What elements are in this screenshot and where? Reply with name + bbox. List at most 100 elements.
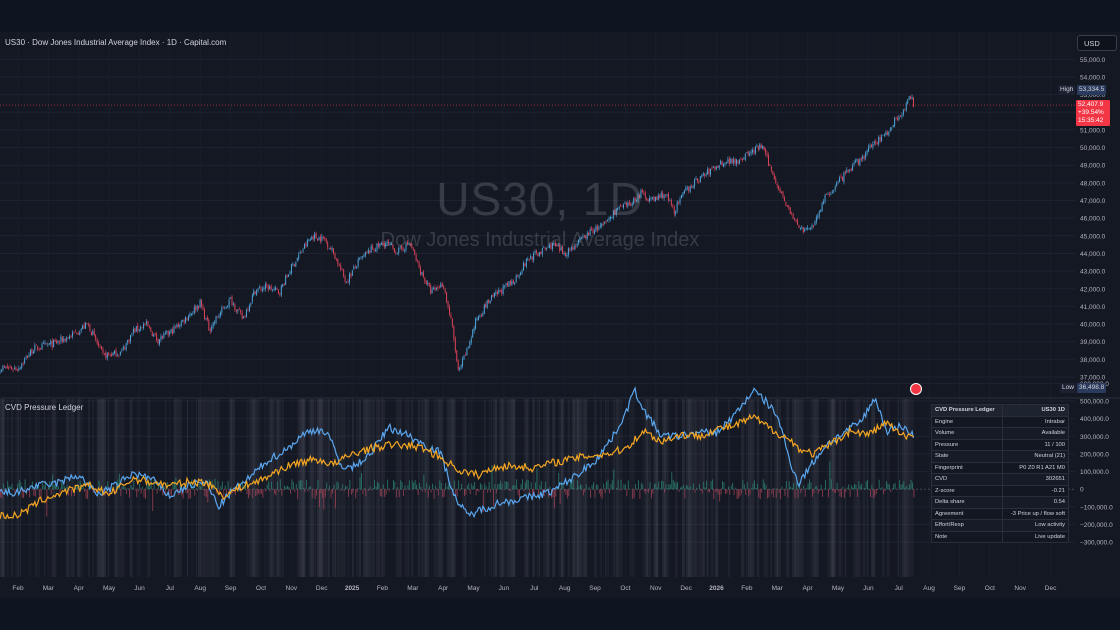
pressure-strip — [246, 399, 248, 577]
candle-body — [863, 156, 865, 159]
delta-bar — [421, 489, 423, 492]
delta-bar — [118, 473, 120, 490]
delta-bar — [484, 483, 486, 490]
event-flag-icon[interactable] — [910, 383, 922, 395]
candle-body — [141, 327, 143, 329]
candle-body — [225, 307, 227, 309]
candle-body — [305, 243, 307, 246]
delta-bar — [600, 489, 602, 497]
delta-bar — [256, 489, 258, 496]
candle-body — [414, 250, 416, 255]
candle-body — [118, 354, 120, 356]
candle-body — [885, 131, 887, 135]
ledger-row: Fingerprint P0 Z0 R1 A21 M0 — [930, 461, 1069, 474]
delta-bar — [324, 489, 326, 498]
candle-body — [77, 333, 79, 335]
pressure-strip — [495, 399, 497, 577]
delta-bar — [114, 489, 116, 495]
candle-body — [312, 236, 314, 240]
delta-bar — [182, 489, 184, 499]
candle-body — [844, 171, 846, 174]
candle-body — [727, 159, 729, 163]
candle-body — [380, 243, 382, 245]
candle-body — [135, 326, 137, 332]
delta-bar — [681, 486, 683, 490]
x-tick-label: May — [832, 585, 845, 592]
x-tick-label: Dec — [680, 585, 692, 592]
x-tick-label: Mar — [43, 585, 55, 592]
currency-button[interactable]: USD — [1077, 35, 1117, 51]
delta-bar — [839, 489, 841, 497]
delta-bar — [253, 488, 255, 490]
candle-body — [3, 365, 5, 368]
price-y-tick: 45,000.0 — [1080, 233, 1106, 240]
candle-body — [657, 195, 659, 200]
candle-body — [534, 251, 536, 254]
pressure-strip — [319, 399, 324, 577]
delta-bar — [471, 483, 473, 490]
price-y-tick: 47,000.0 — [1080, 198, 1106, 205]
candle-body — [749, 153, 751, 156]
delta-bar — [491, 465, 493, 490]
delta-bar — [743, 484, 745, 490]
candle-body — [360, 257, 362, 259]
candle-body — [509, 280, 511, 285]
candle-body — [821, 202, 823, 212]
delta-bar — [355, 489, 357, 499]
pressure-strip — [770, 399, 773, 577]
candle-body — [911, 97, 913, 99]
candle-body — [537, 253, 539, 256]
candle-body — [754, 146, 756, 154]
candle-body — [701, 175, 703, 177]
candle-body — [151, 332, 153, 336]
delta-bar — [356, 489, 358, 493]
delta-bar — [568, 489, 570, 496]
candle-body — [551, 243, 553, 250]
delta-bar — [20, 482, 22, 490]
delta-bar — [616, 487, 618, 490]
candle-body — [289, 272, 291, 275]
candle-body — [698, 181, 700, 183]
candle-body — [522, 262, 524, 271]
delta-bar — [513, 484, 515, 490]
delta-bar — [606, 481, 607, 490]
candle-body — [580, 237, 582, 239]
pressure-strip — [17, 399, 20, 577]
pressure-strip — [101, 399, 106, 577]
delta-bar — [462, 488, 464, 490]
candle-body — [614, 210, 616, 215]
candle-body — [5, 366, 7, 368]
candle-body — [810, 228, 812, 230]
pressure-strip — [352, 399, 354, 577]
candle-body — [277, 290, 279, 294]
candle-body — [254, 291, 256, 295]
ledger-label: Volume — [930, 427, 1004, 440]
delta-bar — [137, 489, 139, 492]
cvd-y-tick: −100,000.0 — [1080, 504, 1113, 511]
candle-body — [908, 96, 910, 100]
candle-body — [768, 155, 769, 166]
delta-bar — [413, 482, 415, 490]
candle-body — [259, 287, 261, 289]
delta-bar — [619, 489, 621, 491]
candle-body — [827, 193, 829, 195]
delta-bar — [316, 489, 317, 496]
candle-body — [85, 322, 87, 329]
delta-bar — [749, 489, 751, 495]
delta-bar — [880, 488, 882, 490]
candle-body — [19, 367, 21, 369]
candle-body — [69, 336, 71, 339]
candle-body — [847, 170, 849, 172]
pressure-strip — [464, 399, 467, 577]
delta-bar — [481, 484, 483, 490]
candle-body — [54, 339, 56, 342]
pressure-strip — [748, 399, 751, 577]
delta-bar — [714, 489, 716, 492]
pressure-strip — [281, 399, 284, 577]
pressure-strip — [508, 399, 513, 577]
delta-bar — [913, 489, 915, 498]
candle-body — [730, 158, 732, 164]
delta-bar — [716, 489, 718, 493]
delta-bar — [123, 485, 125, 490]
